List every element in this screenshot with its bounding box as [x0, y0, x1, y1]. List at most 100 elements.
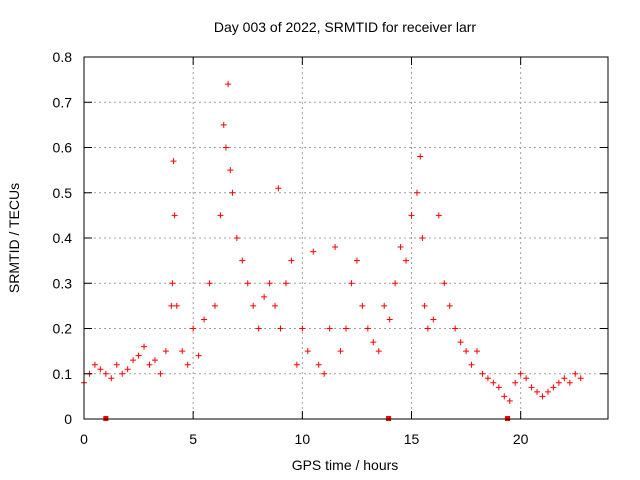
data-point [168, 302, 175, 309]
data-point [561, 375, 568, 382]
x-axis-label: GPS time / hours [292, 457, 399, 473]
data-point [430, 316, 437, 323]
data-point [277, 325, 284, 332]
data-point [408, 212, 415, 219]
data-point [124, 366, 131, 373]
data-point [206, 280, 213, 287]
y-tick-label: 0.7 [53, 94, 73, 110]
data-point [190, 325, 197, 332]
data-point [463, 348, 470, 355]
data-point [392, 280, 399, 287]
data-point [102, 370, 109, 377]
x-tick-label: 20 [513, 431, 529, 447]
data-point [275, 185, 282, 192]
data-point [506, 397, 513, 404]
data-point [403, 257, 410, 264]
data-point [474, 348, 480, 355]
data-point [170, 158, 177, 165]
data-point [332, 244, 339, 251]
data-point [222, 144, 229, 151]
x-tick-label: 0 [80, 431, 88, 447]
data-point [171, 212, 178, 219]
data-point [353, 257, 360, 264]
data-point [381, 302, 388, 309]
y-tick-label: 0.4 [53, 230, 73, 246]
data-point [119, 370, 126, 377]
data-point [229, 189, 236, 196]
data-point [266, 280, 273, 287]
tick-label-layer: 0 0.1 0.2 0.3 0.4 0.5 0.6 0.7 0.8 0 5 10 15 20 [53, 49, 529, 447]
y-tick-label: 0.5 [53, 185, 73, 201]
data-point [417, 153, 424, 160]
data-point [135, 352, 142, 359]
data-point [195, 352, 202, 359]
data-point [359, 302, 366, 309]
data-point [348, 280, 355, 287]
data-point [572, 370, 579, 377]
data-point [157, 370, 164, 377]
data-point [424, 325, 431, 332]
data-point [484, 375, 491, 382]
data-point [272, 302, 279, 309]
grid-layer [84, 57, 608, 419]
data-layer [81, 81, 584, 404]
data-point [255, 325, 262, 332]
data-point [113, 361, 120, 368]
data-point [479, 370, 486, 377]
data-point [495, 384, 502, 391]
x-tick-label: 15 [404, 431, 420, 447]
y-tick-label: 0.6 [53, 140, 73, 156]
data-point [288, 257, 295, 264]
data-point [91, 361, 98, 368]
tick-layer [83, 56, 608, 420]
data-point [244, 280, 251, 287]
data-point [337, 348, 344, 355]
y-tick-label: 0.1 [53, 366, 73, 382]
data-point [184, 361, 191, 368]
data-point [315, 361, 322, 368]
data-point [162, 348, 169, 355]
y-tick-label: 0 [64, 411, 72, 427]
data-point [435, 212, 442, 219]
data-point [304, 348, 311, 355]
data-point [441, 280, 448, 287]
data-point [539, 393, 546, 400]
data-point [364, 325, 371, 332]
data-point [201, 316, 208, 323]
y-tick-label: 0.8 [53, 49, 73, 65]
data-point [227, 167, 234, 174]
data-point [452, 325, 459, 332]
data-point [512, 379, 519, 386]
data-point [501, 393, 508, 400]
data-point [179, 348, 186, 355]
y-axis-label: SRMTID / TECUs [6, 183, 22, 293]
x-tick-label: 5 [189, 431, 197, 447]
data-point [577, 375, 584, 382]
data-point [534, 388, 541, 395]
data-point [343, 325, 349, 332]
data-point [97, 366, 104, 373]
data-point [326, 325, 333, 332]
data-point [293, 361, 300, 368]
data-point [386, 316, 393, 323]
data-point [310, 248, 317, 255]
data-point [212, 302, 218, 309]
data-point [544, 388, 551, 395]
data-point [321, 370, 328, 377]
data-point [299, 325, 306, 332]
data-point [261, 293, 268, 300]
data-point [528, 384, 535, 391]
data-point [490, 379, 497, 386]
data-point [141, 343, 148, 350]
data-point [173, 302, 180, 309]
data-point [550, 384, 557, 391]
data-point [220, 121, 227, 128]
data-point [151, 357, 158, 364]
data-point [130, 357, 137, 364]
data-point [446, 302, 453, 309]
y-tick-label: 0.2 [53, 321, 73, 337]
data-point [370, 339, 377, 346]
y-tick-label: 0.3 [53, 275, 73, 291]
data-point [217, 212, 224, 219]
